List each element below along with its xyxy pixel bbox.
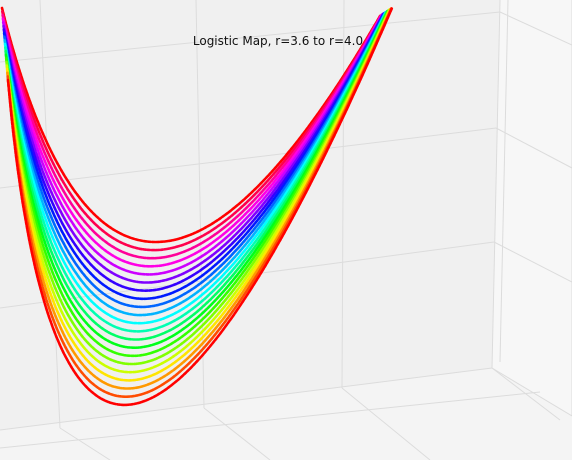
grid-line (0, 11, 501, 63)
grid-line (495, 127, 572, 169)
grid-line (493, 241, 572, 283)
side-pane (492, 0, 572, 416)
series-curve (5, 8, 391, 374)
series-curve (5, 8, 391, 366)
grid-line (491, 367, 572, 417)
data-series (0, 6, 394, 407)
series-curve (5, 7, 392, 382)
grid-line (59, 427, 111, 460)
series-curve (1, 13, 383, 260)
grid-line (203, 407, 271, 460)
grid-line (341, 0, 345, 389)
floor-pane (0, 368, 572, 460)
grid-line (341, 387, 431, 460)
series-curve (4, 10, 388, 333)
grid-line (0, 367, 493, 431)
series-curve (6, 6, 394, 407)
series-curve (2, 12, 385, 284)
series-curve (4, 9, 389, 341)
series-curve (0, 6, 382, 244)
series-curve (4, 9, 390, 358)
grid-line (491, 367, 561, 421)
series-curve (6, 7, 393, 398)
series-curve (2, 11, 386, 301)
series-curve (1, 13, 384, 276)
grid-line (491, 0, 501, 369)
series-curve (1, 13, 384, 268)
series-curve (6, 7, 393, 390)
series-curve (2, 12, 385, 293)
grid-line (499, 11, 572, 46)
series-curve (3, 10, 388, 325)
series-curve (4, 9, 390, 349)
series-curve (0, 10, 382, 252)
series-curve (3, 11, 387, 317)
grid-line (195, 0, 205, 409)
grid-line (0, 127, 497, 189)
grid-line (499, 0, 509, 363)
series-curve (3, 11, 387, 309)
grid-line (0, 391, 541, 449)
